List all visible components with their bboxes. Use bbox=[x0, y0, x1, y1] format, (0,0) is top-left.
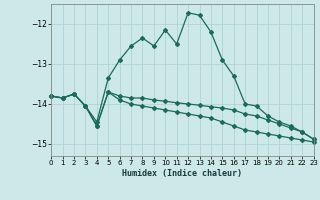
X-axis label: Humidex (Indice chaleur): Humidex (Indice chaleur) bbox=[123, 169, 243, 178]
